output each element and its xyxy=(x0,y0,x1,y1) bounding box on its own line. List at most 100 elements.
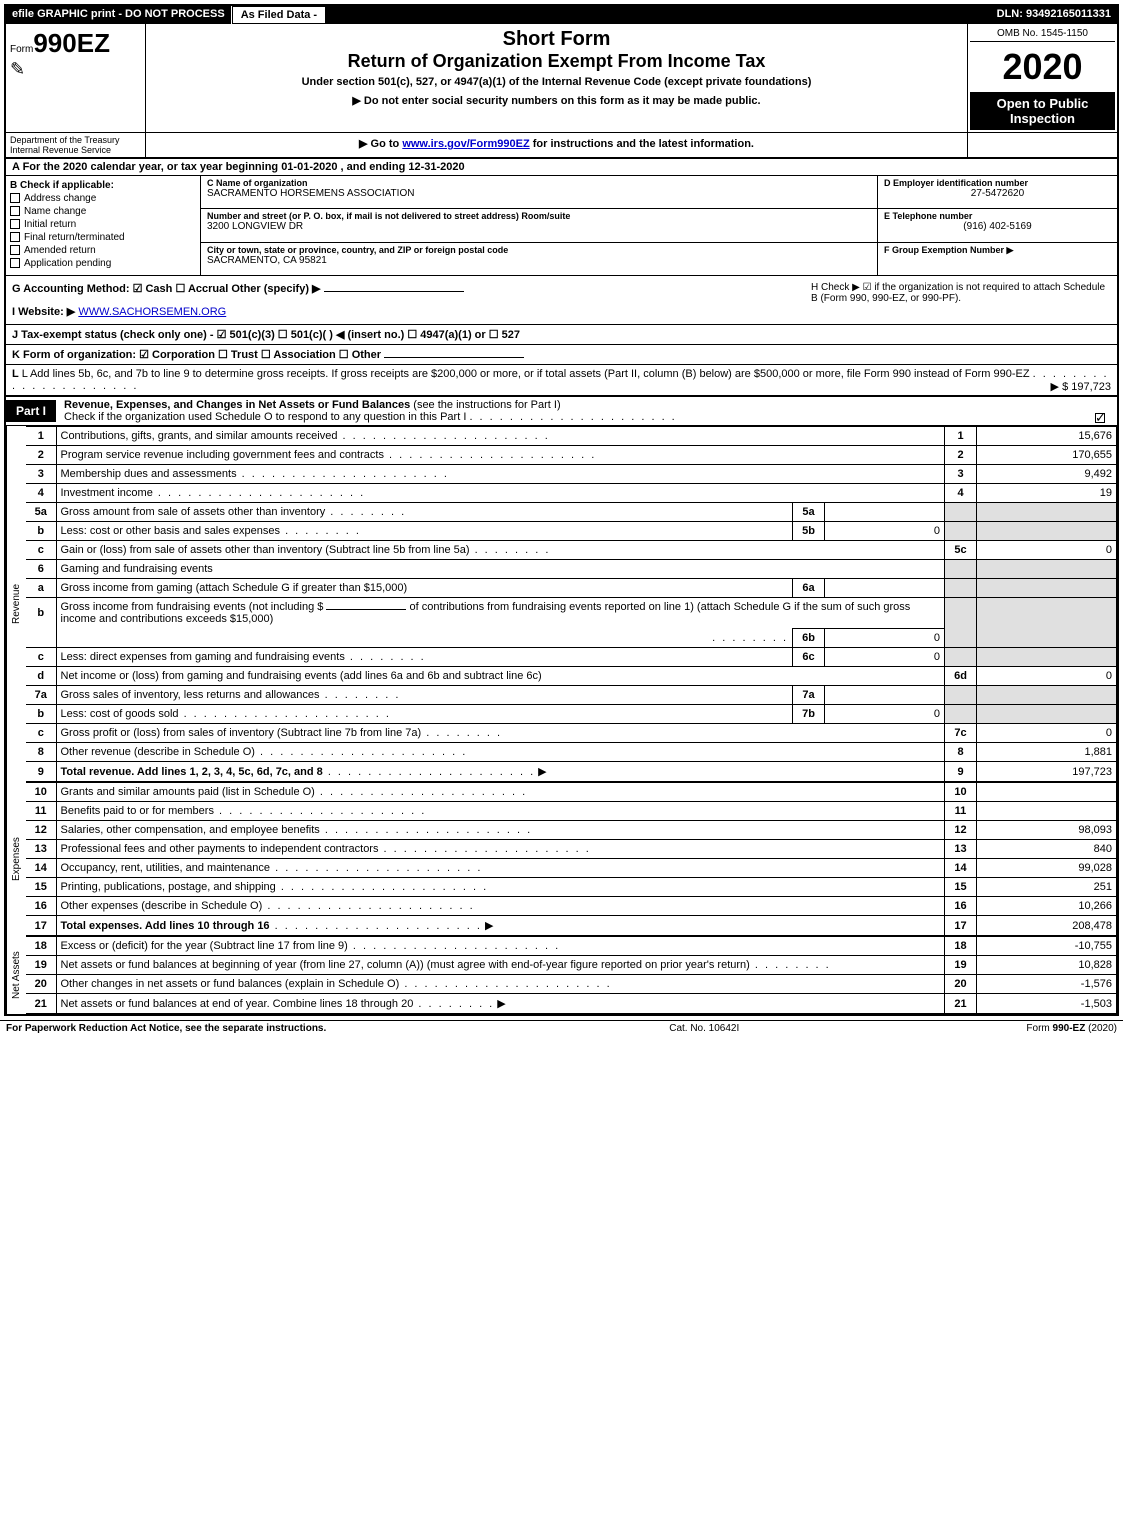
expenses-section: Expenses 10 Grants and similar amounts p… xyxy=(6,782,1117,936)
chk-address-change[interactable]: Address change xyxy=(10,193,196,204)
line-6b: b Gross income from fundraising events (… xyxy=(26,598,1117,629)
group-exmpt-row: F Group Exemption Number ▶ xyxy=(878,243,1117,275)
tax-year: 2020 xyxy=(970,42,1115,92)
dln-label: DLN: 93492165011331 xyxy=(991,6,1117,24)
line-5c-value: 0 xyxy=(977,541,1117,560)
line-a: A For the 2020 calendar year, or tax yea… xyxy=(6,159,1117,176)
checkbox-icon xyxy=(10,245,20,255)
line-9: 9 Total revenue. Add lines 1, 2, 3, 4, 5… xyxy=(26,762,1117,782)
header-center: Short Form Return of Organization Exempt… xyxy=(146,24,967,132)
box-c: C Name of organization SACRAMENTO HORSEM… xyxy=(201,176,877,275)
l-value: ▶ $ 197,723 xyxy=(1051,380,1111,393)
org-city-row: City or town, state or province, country… xyxy=(201,243,877,275)
line-2: 2 Program service revenue including gove… xyxy=(26,446,1117,465)
line-1: 1 Contributions, gifts, grants, and simi… xyxy=(26,427,1117,446)
part1-sub: (see the instructions for Part I) xyxy=(410,399,560,411)
g-other-input[interactable] xyxy=(324,291,464,292)
chk-final-return[interactable]: Final return/terminated xyxy=(10,232,196,243)
h-schedule-b: H Check ▶ ☑ if the organization is not r… xyxy=(811,282,1111,318)
line-5c: c Gain or (loss) from sale of assets oth… xyxy=(26,541,1117,560)
phone-value: (916) 402-5169 xyxy=(884,221,1111,232)
part1-checkbox[interactable] xyxy=(1095,413,1105,423)
chk-amended-return[interactable]: Amended return xyxy=(10,245,196,256)
line-11-value xyxy=(977,802,1117,821)
checkbox-icon xyxy=(10,258,20,268)
org-city: SACRAMENTO, CA 95821 xyxy=(207,255,871,266)
line-6a-value xyxy=(825,579,945,598)
form-header: Form990EZ ✎ Short Form Return of Organiz… xyxy=(6,24,1117,133)
line-19-value: 10,828 xyxy=(977,956,1117,975)
line-16-value: 10,266 xyxy=(977,897,1117,916)
chk-application-pending[interactable]: Application pending xyxy=(10,258,196,269)
part1-title: Revenue, Expenses, and Changes in Net As… xyxy=(56,397,1117,425)
line-13-value: 840 xyxy=(977,840,1117,859)
checkbox-icon xyxy=(10,206,20,216)
line-1-value: 15,676 xyxy=(977,427,1117,446)
revenue-side-label: Revenue xyxy=(6,426,26,782)
revenue-section: Revenue 1 Contributions, gifts, grants, … xyxy=(6,426,1117,782)
addr-label: Number and street (or P. O. box, if mail… xyxy=(207,211,871,221)
irs-link[interactable]: www.irs.gov/Form990EZ xyxy=(402,138,529,150)
expenses-side-label: Expenses xyxy=(6,782,26,936)
k-other-input[interactable] xyxy=(384,357,524,358)
line-21-value: -1,503 xyxy=(977,994,1117,1014)
line-20-value: -1,576 xyxy=(977,975,1117,994)
line-17: 17 Total expenses. Add lines 10 through … xyxy=(26,916,1117,936)
header-left: Form990EZ ✎ xyxy=(6,24,146,132)
line-12-value: 98,093 xyxy=(977,821,1117,840)
open-public-label: Open to Public Inspection xyxy=(970,92,1115,130)
line-17-value: 208,478 xyxy=(977,916,1117,936)
c-label: C Name of organization xyxy=(207,178,871,188)
l-text: L Add lines 5b, 6c, and 7b to line 9 to … xyxy=(22,368,1030,380)
line-13: 13 Professional fees and other payments … xyxy=(26,840,1117,859)
line-18-value: -10,755 xyxy=(977,937,1117,956)
website-link[interactable]: WWW.SACHORSEMEN.ORG xyxy=(78,306,226,318)
chk-name-change[interactable]: Name change xyxy=(10,206,196,217)
expenses-table: 10 Grants and similar amounts paid (list… xyxy=(26,782,1117,936)
org-name-row: C Name of organization SACRAMENTO HORSEM… xyxy=(201,176,877,209)
line-5b: b Less: cost or other basis and sales ex… xyxy=(26,522,1117,541)
line-j: J Tax-exempt status (check only one) - ☑… xyxy=(6,325,1117,345)
checkbox-icon xyxy=(10,193,20,203)
line-6: 6 Gaming and fundraising events xyxy=(26,560,1117,579)
ssn-note: ▶ Do not enter social security numbers o… xyxy=(154,94,959,107)
omb-number: OMB No. 1545-1150 xyxy=(970,26,1115,42)
row-g-h: G Accounting Method: ☑ Cash ☐ Accrual Ot… xyxy=(6,276,1117,325)
f-label: F Group Exemption Number ▶ xyxy=(884,245,1013,255)
part1-title-bold: Revenue, Expenses, and Changes in Net As… xyxy=(64,399,410,411)
footer-mid: Cat. No. 10642I xyxy=(472,1023,938,1034)
b-label: B Check if applicable: xyxy=(10,180,196,191)
as-filed-label: As Filed Data - xyxy=(232,6,326,24)
dots xyxy=(469,411,676,423)
chk-initial-return[interactable]: Initial return xyxy=(10,219,196,230)
page-footer: For Paperwork Reduction Act Notice, see … xyxy=(0,1020,1123,1036)
dept-treasury: Department of the Treasury Internal Reve… xyxy=(6,133,146,157)
i-label: I Website: ▶ xyxy=(12,306,75,318)
line-6b-amount-input[interactable] xyxy=(326,609,406,610)
top-bar: efile GRAPHIC print - DO NOT PROCESS As … xyxy=(6,6,1117,24)
revenue-table: 1 Contributions, gifts, grants, and simi… xyxy=(26,426,1117,782)
j-text: J Tax-exempt status (check only one) - ☑… xyxy=(12,329,520,341)
footer-right: Form 990-EZ (2020) xyxy=(937,1023,1117,1034)
line-6a: a Gross income from gaming (attach Sched… xyxy=(26,579,1117,598)
phone-row: E Telephone number (916) 402-5169 xyxy=(878,209,1117,242)
org-addr-row: Number and street (or P. O. box, if mail… xyxy=(201,209,877,242)
netassets-table: 18 Excess or (deficit) for the year (Sub… xyxy=(26,936,1117,1014)
line-21: 21 Net assets or fund balances at end of… xyxy=(26,994,1117,1014)
line-6b-sub: . 6b 0 xyxy=(26,629,1117,648)
form-title: Return of Organization Exempt From Incom… xyxy=(154,51,959,72)
form-990ez: efile GRAPHIC print - DO NOT PROCESS As … xyxy=(4,4,1119,1016)
line-12: 12 Salaries, other compensation, and emp… xyxy=(26,821,1117,840)
line-14: 14 Occupancy, rent, utilities, and maint… xyxy=(26,859,1117,878)
line-15-value: 251 xyxy=(977,878,1117,897)
ein-value: 27-5472620 xyxy=(884,188,1111,199)
k-text: K Form of organization: ☑ Corporation ☐ … xyxy=(12,349,381,361)
org-addr: 3200 LONGVIEW DR xyxy=(207,221,871,232)
goto-post: for instructions and the latest informat… xyxy=(530,138,754,150)
line-3-value: 9,492 xyxy=(977,465,1117,484)
entity-block: B Check if applicable: Address change Na… xyxy=(6,176,1117,276)
line-7b-value: 0 xyxy=(825,705,945,724)
line-l: L L Add lines 5b, 6c, and 7b to line 9 t… xyxy=(6,365,1117,397)
header-right: OMB No. 1545-1150 2020 Open to Public In… xyxy=(967,24,1117,132)
line-16: 16 Other expenses (describe in Schedule … xyxy=(26,897,1117,916)
